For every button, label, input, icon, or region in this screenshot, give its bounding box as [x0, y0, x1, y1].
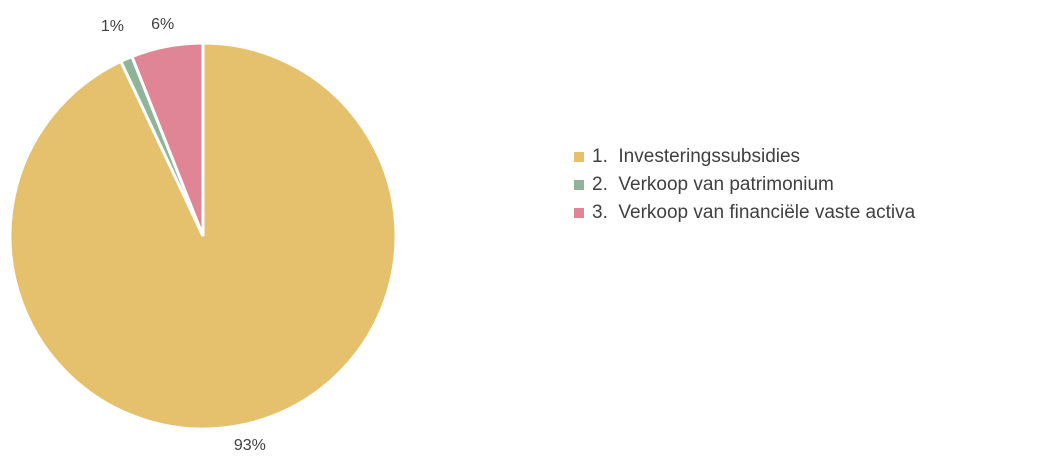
legend-label: 3. Verkoop van financiële vaste activa [592, 202, 916, 223]
legend-label: 2. Verkoop van patrimonium [592, 174, 834, 195]
data-label: 1% [101, 18, 124, 35]
pie-slice [130, 41, 205, 237]
legend-swatch [574, 208, 584, 218]
legend-swatch [574, 180, 584, 190]
legend-label: 1. Investeringssubsidies [592, 146, 800, 167]
legend-swatch [574, 152, 584, 162]
data-label: 6% [151, 16, 174, 33]
data-label: 93% [234, 437, 266, 454]
